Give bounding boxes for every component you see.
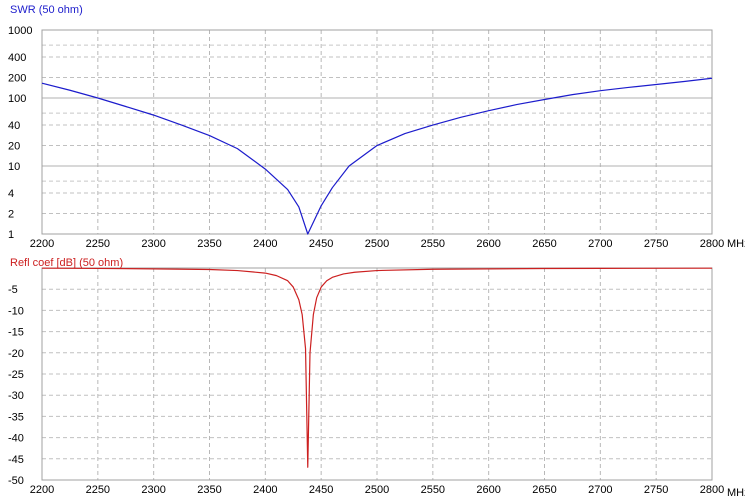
swr-y-tick-label: 1	[8, 229, 14, 241]
refl-x-tick-label: 2550	[421, 484, 445, 496]
swr-series-line	[41, 77, 713, 235]
refl-y-tick-label: -25	[8, 369, 24, 381]
refl-x-tick-label: 2700	[588, 484, 612, 496]
refl-y-tick-labels: -5 -10 -15 -20 -25 -30 -35 -40 -45 -50	[8, 284, 24, 487]
refl-x-tick-labels: 2200 2250 2300 2350 2400 2450 2500 2550 2600 2650…	[30, 484, 724, 496]
swr-y-tick-label: 2	[8, 209, 14, 221]
refl-x-tick-label: 2800	[700, 484, 724, 496]
refl-x-tick-label: 2500	[365, 484, 389, 496]
swr-x-tick-label: 2750	[644, 238, 668, 250]
swr-x-tick-label: 2400	[253, 238, 277, 250]
refl-x-tick-label: 2300	[141, 484, 165, 496]
refl-y-tick-label: -40	[8, 433, 24, 445]
refl-x-tick-label: 2250	[86, 484, 110, 496]
swr-plot-frame	[41, 29, 713, 235]
refl-y-tick-label: -15	[8, 327, 24, 339]
swr-y-tick-labels: 1 2 4 10 20 40 100 200 400 1000	[8, 25, 32, 241]
swr-x-tick-label: 2800	[700, 238, 724, 250]
swr-x-tick-label: 2500	[365, 238, 389, 250]
refl-series-line	[41, 267, 713, 468]
swr-x-tick-label: 2600	[476, 238, 500, 250]
swr-y-tick-label: 10	[8, 161, 20, 173]
refl-x-tick-label: 2200	[30, 484, 54, 496]
refl-y-tick-label: -45	[8, 454, 24, 466]
refl-x-tick-label: 2600	[476, 484, 500, 496]
refl-chart-title: Refl coef [dB] (50 ohm)	[10, 257, 123, 269]
refl-x-tick-label: 2350	[197, 484, 221, 496]
swr-y-tick-label: 4	[8, 188, 14, 200]
refl-y-tick-label: -35	[8, 411, 24, 423]
refl-plot-frame	[41, 267, 713, 481]
swr-chart-title: SWR (50 ohm)	[10, 4, 83, 16]
swr-y-tick-label: 200	[8, 73, 26, 85]
refl-grid	[42, 268, 712, 480]
swr-y-tick-label: 400	[8, 52, 26, 64]
swr-x-tick-labels: 2200 2250 2300 2350 2400 2450 2500 2550 2600 2650…	[30, 238, 724, 250]
refl-y-tick-label: -20	[8, 348, 24, 360]
refl-y-tick-label: -5	[8, 284, 18, 296]
swr-x-tick-label: 2550	[421, 238, 445, 250]
refl-x-tick-label: 2650	[532, 484, 556, 496]
refl-y-tick-label: -10	[8, 305, 24, 317]
swr-y-tick-label: 100	[8, 93, 26, 105]
swr-x-tick-label: 2450	[309, 238, 333, 250]
refl-x-tick-label: 2750	[644, 484, 668, 496]
refl-x-unit-label: MHz	[727, 487, 745, 499]
swr-y-tick-label: 40	[8, 120, 20, 132]
swr-x-tick-label: 2700	[588, 238, 612, 250]
swr-x-tick-label: 2300	[141, 238, 165, 250]
swr-x-tick-label: 2200	[30, 238, 54, 250]
reflection-coefficient-chart: -5 -10 -15 -20 -25 -30 -35 -40 -45 -50 2200 2250 23…	[8, 257, 745, 499]
refl-y-tick-label: -30	[8, 390, 24, 402]
refl-x-tick-label: 2450	[309, 484, 333, 496]
swr-x-tick-label: 2250	[86, 238, 110, 250]
refl-y-tick-label: -50	[8, 475, 24, 487]
swr-x-tick-label: 2350	[197, 238, 221, 250]
refl-x-tick-label: 2400	[253, 484, 277, 496]
swr-x-unit-label: MHz	[727, 238, 745, 250]
swr-y-tick-label: 20	[8, 141, 20, 153]
swr-x-tick-label: 2650	[532, 238, 556, 250]
swr-grid	[42, 30, 712, 234]
swr-y-tick-label: 1000	[8, 25, 32, 37]
